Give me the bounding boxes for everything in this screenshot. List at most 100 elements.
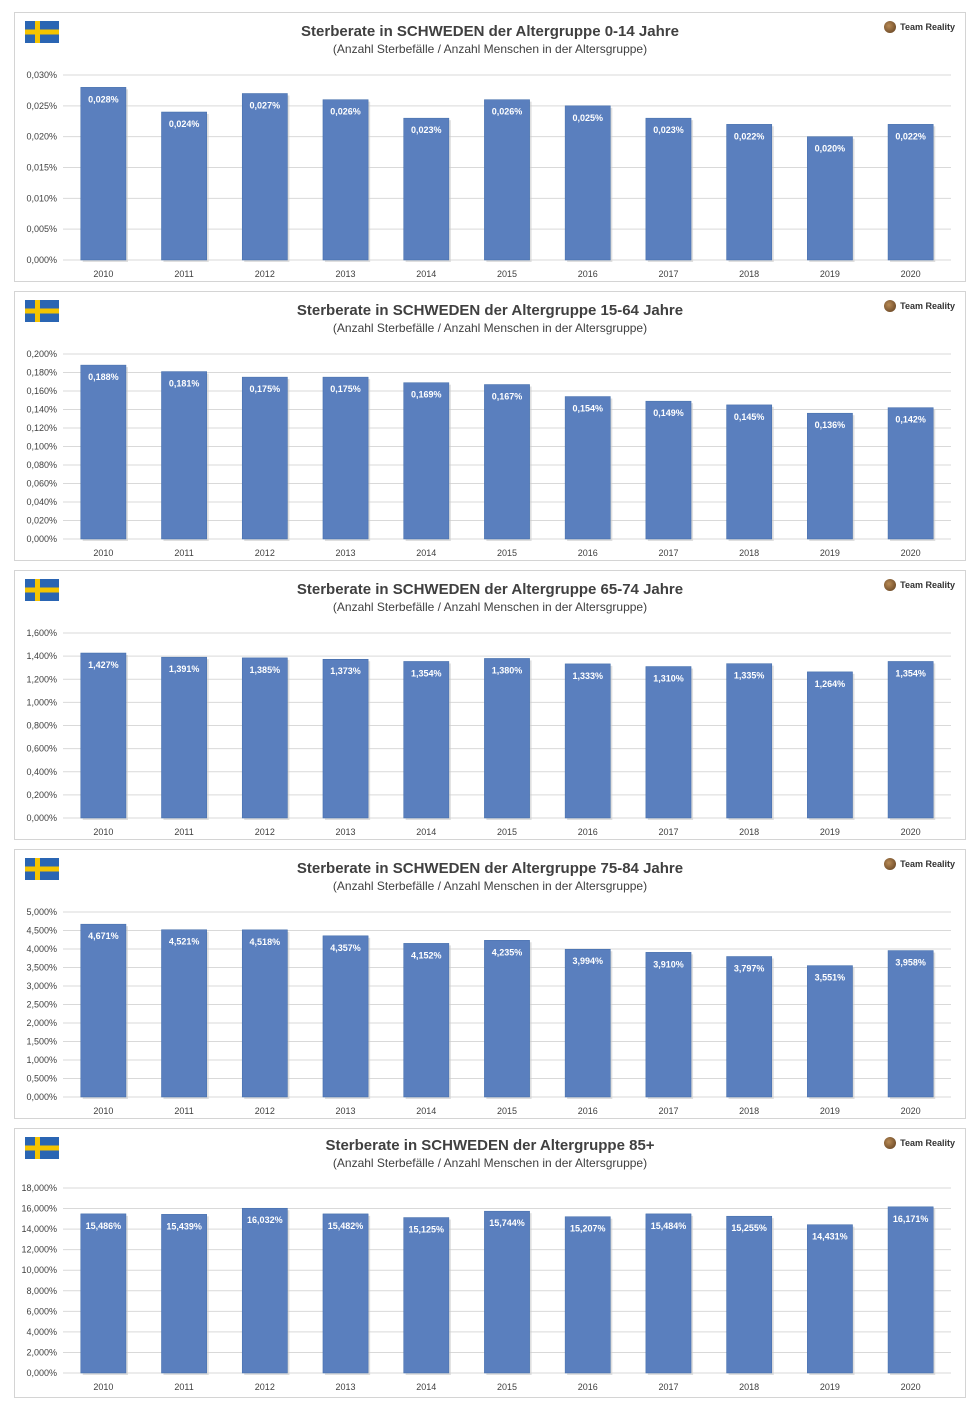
brand-label: Team Reality <box>884 1137 955 1149</box>
bar-data-label: 1,354% <box>411 668 442 678</box>
x-tick-label: 2017 <box>658 269 678 279</box>
y-tick-label: 0,000% <box>26 1092 57 1102</box>
x-tick-label: 2015 <box>497 827 517 837</box>
y-tick-label: 1,400% <box>26 651 57 661</box>
y-tick-label: 0,060% <box>26 479 57 489</box>
x-tick-label: 2015 <box>497 269 517 279</box>
y-tick-label: 0,200% <box>26 790 57 800</box>
x-tick-label: 2014 <box>416 827 436 837</box>
y-tick-label: 0,100% <box>26 442 57 452</box>
x-tick-label: 2020 <box>901 269 921 279</box>
bar <box>807 965 853 1098</box>
x-tick-label: 2010 <box>93 269 113 279</box>
bar-data-label: 0,025% <box>572 113 603 123</box>
x-tick-label: 2016 <box>578 1382 598 1392</box>
y-tick-label: 0,015% <box>26 163 57 173</box>
bar <box>80 923 127 1098</box>
x-tick-label: 2019 <box>820 1106 840 1116</box>
y-tick-label: 5,000% <box>26 907 57 917</box>
brand-logo-icon <box>884 858 897 870</box>
x-tick-label: 2012 <box>255 269 275 279</box>
x-tick-label: 2010 <box>93 827 113 837</box>
y-tick-label: 0,180% <box>26 368 57 378</box>
chart-panel-85-plus: Sterberate in SCHWEDEN der Altergruppe 8… <box>14 1128 966 1398</box>
bar-data-label: 1,354% <box>895 668 926 678</box>
y-tick-label: 1,500% <box>26 1037 57 1047</box>
bar <box>484 940 530 1098</box>
x-tick-label: 2016 <box>578 548 598 558</box>
bar <box>645 666 692 819</box>
x-tick-label: 2013 <box>336 269 356 279</box>
brand-logo-icon <box>884 300 897 312</box>
chart-title: Sterberate in SCHWEDEN der Altergruppe 0… <box>301 23 679 40</box>
bar-data-label: 3,551% <box>815 973 846 983</box>
x-tick-label: 2020 <box>901 1106 921 1116</box>
bar <box>564 663 611 819</box>
x-tick-label: 2014 <box>416 1106 436 1116</box>
y-tick-label: 4,500% <box>26 926 57 936</box>
bar-data-label: 1,333% <box>572 671 603 681</box>
bar <box>241 1207 288 1374</box>
x-tick-label: 2016 <box>578 1106 598 1116</box>
x-tick-label: 2014 <box>416 548 436 558</box>
bar-data-label: 3,910% <box>653 959 684 969</box>
bar-data-label: 4,518% <box>250 937 281 947</box>
y-tick-label: 2,000% <box>26 1347 57 1357</box>
bar-data-label: 1,391% <box>169 664 200 674</box>
sweden-flag-icon <box>25 858 59 880</box>
bar-data-label: 0,175% <box>330 384 361 394</box>
bar <box>241 657 288 819</box>
bar-data-label: 0,154% <box>572 404 603 414</box>
bar <box>887 124 934 261</box>
bar <box>80 1213 127 1374</box>
bar <box>241 929 288 1098</box>
x-tick-label: 2010 <box>93 1106 113 1116</box>
bar <box>80 87 127 261</box>
bar <box>403 661 450 819</box>
x-tick-label: 2016 <box>578 269 598 279</box>
y-tick-label: 16,000% <box>21 1204 57 1214</box>
bar <box>887 950 934 1098</box>
x-tick-label: 2012 <box>255 1106 275 1116</box>
chart-subtitle: (Anzahl Sterbefälle / Anzahl Menschen in… <box>332 600 648 614</box>
bar <box>807 671 853 819</box>
bar <box>726 1215 773 1374</box>
bar <box>807 412 853 540</box>
chart-subtitle: (Anzahl Sterbefälle / Anzahl Menschen in… <box>332 879 648 893</box>
x-tick-label: 2014 <box>416 1382 436 1392</box>
y-tick-label: 0,800% <box>26 721 57 731</box>
bar <box>241 93 288 261</box>
bar-chart-plot: 0,000% 2,000% 4,000% 6,000% 8,000% 10,000% 12,… <box>21 1183 951 1392</box>
bar <box>161 1214 207 1374</box>
y-tick-label: 14,000% <box>21 1224 57 1234</box>
bar-data-label: 0,142% <box>895 415 926 425</box>
brand-logo-icon <box>884 21 897 33</box>
bar-data-label: 15,125% <box>409 1225 445 1235</box>
chart-panel-65-74: Sterberate in SCHWEDEN der Altergruppe 6… <box>14 570 966 840</box>
x-tick-label: 2011 <box>174 1106 193 1116</box>
bar-data-label: 15,439% <box>166 1221 202 1231</box>
y-tick-label: 0,500% <box>26 1074 57 1084</box>
bar-data-label: 15,207% <box>570 1224 606 1234</box>
bar <box>241 376 288 540</box>
bar <box>564 1216 611 1374</box>
bar-data-label: 1,380% <box>492 665 523 675</box>
bar-data-label: 0,028% <box>88 94 119 104</box>
chart-subtitle: (Anzahl Sterbefälle / Anzahl Menschen in… <box>332 1156 648 1170</box>
bar-data-label: 0,020% <box>815 144 846 154</box>
bar <box>807 1224 853 1374</box>
bar-data-label: 0,181% <box>169 379 200 389</box>
bar <box>161 656 207 819</box>
bar <box>726 956 773 1098</box>
y-tick-label: 0,025% <box>26 101 57 111</box>
x-tick-label: 2018 <box>739 1382 759 1392</box>
x-tick-label: 2013 <box>336 827 356 837</box>
y-tick-label: 0,200% <box>26 349 57 359</box>
bar-data-label: 0,145% <box>734 412 765 422</box>
chart-title: Sterberate in SCHWEDEN der Altergruppe 8… <box>325 1137 655 1154</box>
y-tick-label: 0,400% <box>26 767 57 777</box>
y-tick-label: 2,000% <box>26 1018 57 1028</box>
bar-data-label: 16,171% <box>893 1214 929 1224</box>
x-tick-label: 2011 <box>174 827 193 837</box>
x-tick-label: 2012 <box>255 827 275 837</box>
